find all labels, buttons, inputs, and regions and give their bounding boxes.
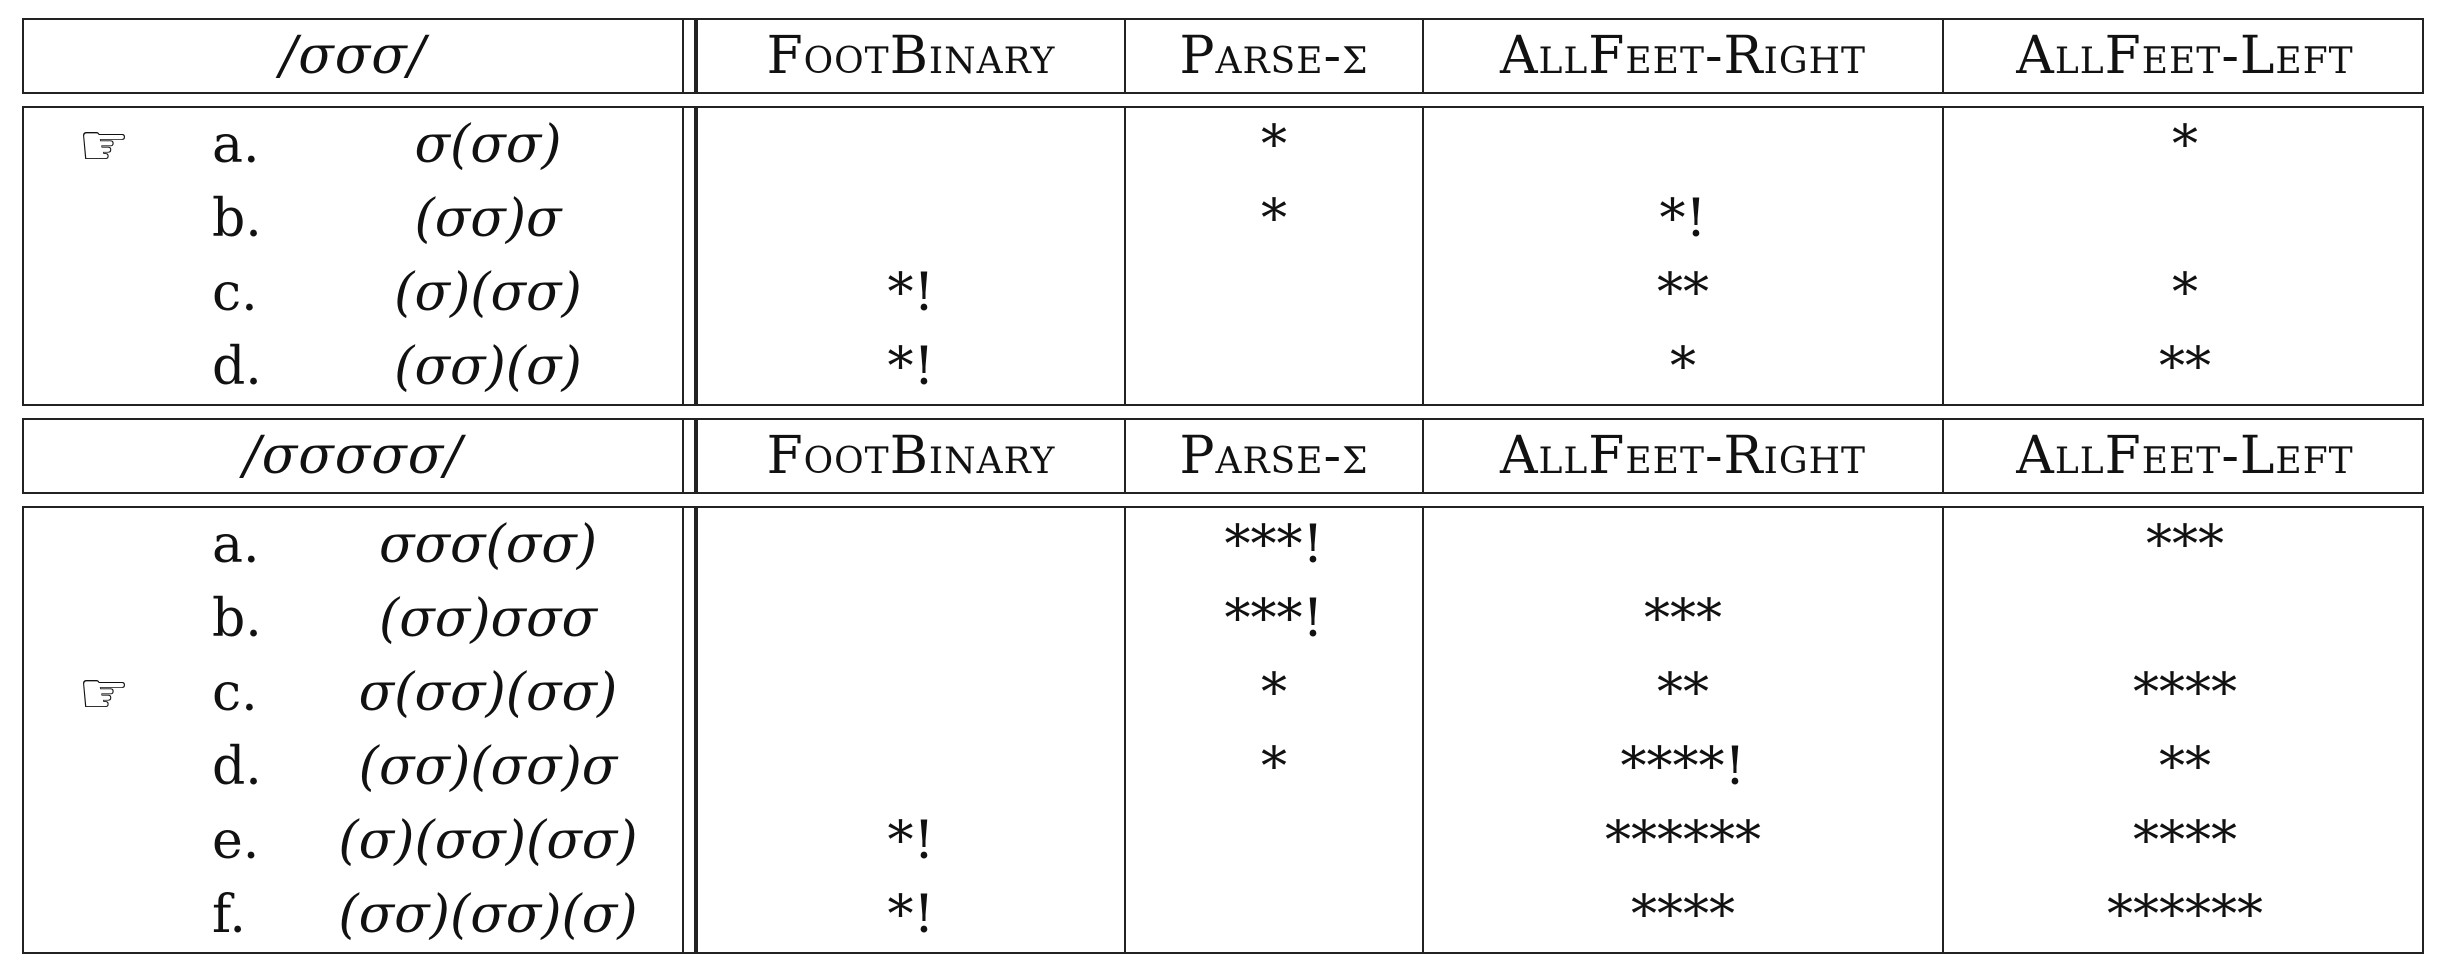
violation-column: *** ** ****! ****** ****	[1422, 508, 1942, 952]
violation-mark: ******	[2107, 885, 2263, 945]
candidate-row: d. (σσ)(σσ)σ	[24, 730, 682, 804]
violation-column: * * **	[1942, 108, 2426, 404]
candidate-row: ☞ c. σ(σσ)(σσ)	[24, 656, 682, 730]
violation-mark: *	[2172, 115, 2198, 175]
violation-mark: **	[1657, 263, 1709, 323]
candidates-block: a. σσσ(σσ) b. (σσ)σσσ ☞ c. σ(σσ)(σσ) d. …	[22, 506, 2424, 954]
candidate-label: b.	[212, 589, 262, 649]
violation-mark: **	[2159, 337, 2211, 397]
violation-mark: **	[2159, 737, 2211, 797]
constraint-header: AllFeet-Right	[1422, 20, 1942, 92]
constraint-name: AllFeet-Left	[2016, 26, 2354, 86]
double-divider	[682, 420, 696, 492]
candidate-row: b. (σσ)σ	[24, 182, 682, 256]
violation-mark: *	[1261, 189, 1287, 249]
candidate-row: b. (σσ)σσσ	[24, 582, 682, 656]
violation-column: * *	[1124, 108, 1422, 404]
candidate-column: a. σσσ(σσ) b. (σσ)σσσ ☞ c. σ(σσ)(σσ) d. …	[24, 508, 682, 952]
violation-mark: ***	[1644, 589, 1722, 649]
candidate-form: (σσ)(σ)	[394, 337, 582, 397]
input-cell: /σσσσσ/	[24, 420, 682, 492]
candidate-form: σσσ(σσ)	[378, 515, 598, 575]
violation-mark: *	[2172, 263, 2198, 323]
candidate-label: b.	[212, 189, 262, 249]
violation-mark: *	[1261, 115, 1287, 175]
violation-mark: *!	[887, 885, 935, 945]
candidate-form: σ(σσ)(σσ)	[358, 663, 618, 723]
candidate-form: σ(σσ)	[414, 115, 562, 175]
candidate-label: c.	[212, 263, 258, 323]
candidate-label: c.	[212, 663, 258, 723]
violation-mark: *!	[887, 337, 935, 397]
candidate-row: d. (σσ)(σ)	[24, 330, 682, 404]
violation-mark: ***!	[1224, 589, 1324, 649]
violation-mark: *!	[887, 811, 935, 871]
violation-mark: ***!	[1224, 515, 1324, 575]
violation-mark: ******	[1605, 811, 1761, 871]
violation-mark: *	[1261, 737, 1287, 797]
constraint-name: FootBinary	[766, 426, 1056, 486]
violation-column: *! *!	[696, 508, 1124, 952]
violation-mark: ****	[2133, 811, 2237, 871]
candidate-row: a. σσσ(σσ)	[24, 508, 682, 582]
violation-mark: *!	[887, 263, 935, 323]
constraint-name: AllFeet-Right	[1499, 426, 1867, 486]
candidate-label: f.	[212, 885, 246, 945]
violation-mark: *!	[1659, 189, 1707, 249]
candidate-form: (σ)(σσ)(σσ)	[338, 811, 638, 871]
constraint-header: Parse-σ	[1124, 420, 1422, 492]
constraint-name: Parse-σ	[1179, 426, 1369, 486]
candidate-label: a.	[212, 515, 260, 575]
constraint-name: AllFeet-Left	[2016, 426, 2354, 486]
tableau-1: /σσσ/ FootBinary Parse-σ AllFeet-Right A…	[22, 18, 2424, 406]
constraint-header: AllFeet-Left	[1942, 420, 2426, 492]
constraint-name: FootBinary	[766, 26, 1056, 86]
constraint-header: FootBinary	[696, 20, 1124, 92]
input-cell: /σσσ/	[24, 20, 682, 92]
violation-column: *** **** ** **** ******	[1942, 508, 2426, 952]
constraint-header: FootBinary	[696, 420, 1124, 492]
candidate-label: e.	[212, 811, 260, 871]
violation-column: *! ** *	[1422, 108, 1942, 404]
violation-mark: ****	[1631, 885, 1735, 945]
candidate-row: e. (σ)(σσ)(σσ)	[24, 804, 682, 878]
double-divider	[682, 108, 696, 404]
violation-mark: ***	[2146, 515, 2224, 575]
violation-mark: ****!	[1620, 737, 1746, 797]
constraint-header: AllFeet-Left	[1942, 20, 2426, 92]
input-form: /σσσ/	[279, 26, 427, 86]
candidate-label: d.	[212, 737, 262, 797]
candidate-form: (σσ)(σσ)σ	[358, 737, 618, 797]
candidate-label: a.	[212, 115, 260, 175]
violation-mark: *	[1261, 663, 1287, 723]
constraint-name: AllFeet-Right	[1499, 26, 1867, 86]
candidate-row: c. (σ)(σσ)	[24, 256, 682, 330]
candidate-form: (σσ)(σσ)(σ)	[338, 885, 638, 945]
tableau-2: /σσσσσ/ FootBinary Parse-σ AllFeet-Right…	[22, 418, 2424, 954]
violation-mark: **	[1657, 663, 1709, 723]
pointing-hand-icon: ☞	[78, 659, 130, 727]
double-divider	[682, 20, 696, 92]
candidate-label: d.	[212, 337, 262, 397]
candidates-block: ☞ a. σ(σσ) b. (σσ)σ c. (σ)(σσ) d. (σσ)(σ…	[22, 106, 2424, 406]
candidate-form: (σσ)σσσ	[378, 589, 598, 649]
constraint-header: AllFeet-Right	[1422, 420, 1942, 492]
candidate-form: (σ)(σσ)	[394, 263, 582, 323]
candidate-column: ☞ a. σ(σσ) b. (σσ)σ c. (σ)(σσ) d. (σσ)(σ…	[24, 108, 682, 404]
pointing-hand-icon: ☞	[78, 111, 130, 179]
candidate-row: ☞ a. σ(σσ)	[24, 108, 682, 182]
violation-column: ***! ***! * *	[1124, 508, 1422, 952]
double-divider	[682, 508, 696, 952]
constraint-name: Parse-σ	[1179, 26, 1369, 86]
tableau-header: /σσσσσ/ FootBinary Parse-σ AllFeet-Right…	[22, 418, 2424, 494]
candidate-form: (σσ)σ	[414, 189, 562, 249]
constraint-header: Parse-σ	[1124, 20, 1422, 92]
violation-column: *! *!	[696, 108, 1124, 404]
input-form: /σσσσσ/	[243, 426, 463, 486]
violation-mark: ****	[2133, 663, 2237, 723]
candidate-row: f. (σσ)(σσ)(σ)	[24, 878, 682, 952]
tableau-header: /σσσ/ FootBinary Parse-σ AllFeet-Right A…	[22, 18, 2424, 94]
violation-mark: *	[1670, 337, 1696, 397]
